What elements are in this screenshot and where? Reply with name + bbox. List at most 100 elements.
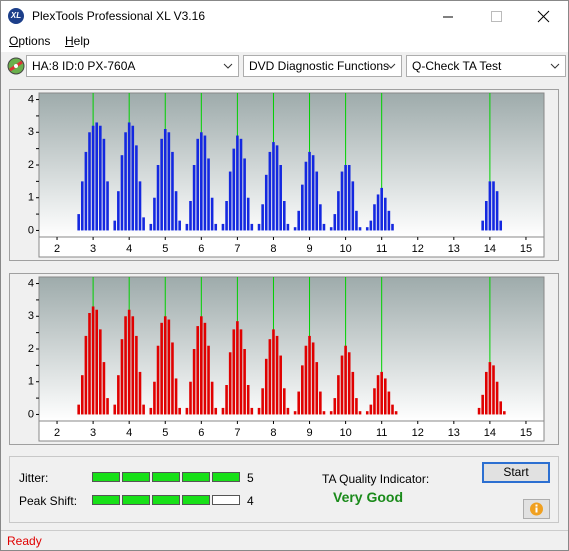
- bar: [210, 381, 214, 415]
- x-tick-label: 12: [412, 427, 424, 439]
- x-axis-strip: [38, 420, 545, 442]
- bar: [200, 132, 203, 231]
- x-tick-label: 2: [54, 243, 60, 255]
- x-tick-label: 3: [90, 427, 96, 439]
- bar: [153, 381, 156, 415]
- bar: [167, 132, 171, 231]
- function-select[interactable]: DVD Diagnostic Functions: [243, 55, 402, 77]
- y-tick-label: 3: [28, 126, 34, 138]
- bar: [365, 411, 369, 415]
- bar: [383, 378, 387, 415]
- bar: [207, 345, 210, 415]
- window-controls[interactable]: [437, 10, 562, 24]
- bar: [492, 181, 495, 231]
- x-tick-label: 15: [520, 243, 532, 255]
- bar: [250, 407, 254, 415]
- bar: [297, 210, 301, 231]
- bar: [236, 135, 239, 231]
- bar: [391, 404, 394, 415]
- bar: [214, 223, 218, 231]
- bar: [347, 165, 351, 231]
- bar: [477, 407, 481, 415]
- gauge-segment: [92, 472, 120, 482]
- menu-help[interactable]: Help: [65, 34, 90, 48]
- bar: [297, 391, 301, 415]
- bar: [275, 145, 279, 231]
- bar: [120, 155, 124, 231]
- bar: [135, 145, 138, 231]
- bar: [185, 223, 189, 231]
- bar: [484, 201, 488, 231]
- x-tick-label: 5: [162, 243, 168, 255]
- bar: [200, 316, 203, 415]
- maximize[interactable]: [491, 11, 502, 22]
- bar: [257, 407, 261, 415]
- bar: [174, 378, 178, 415]
- x-tick-label: 13: [448, 427, 460, 439]
- bar: [293, 227, 297, 231]
- bar: [322, 223, 326, 231]
- bar: [84, 151, 88, 231]
- bar: [239, 329, 243, 415]
- bar: [337, 375, 340, 415]
- bar: [88, 132, 91, 231]
- bar: [369, 220, 373, 231]
- x-tick-label: 10: [339, 427, 351, 439]
- y-tick-label: 4: [28, 277, 34, 289]
- chart-panel: 0 1 2 3 4 2 3 4 5 6 7 8 9 10 11 12 13 14 15: [9, 273, 559, 445]
- bar: [311, 155, 315, 231]
- y-tick-label: 1: [28, 376, 34, 388]
- bar: [225, 201, 228, 231]
- bar: [380, 187, 383, 231]
- bar: [149, 223, 153, 231]
- bar: [156, 345, 160, 415]
- bar: [333, 398, 337, 415]
- bar: [178, 220, 181, 231]
- bar: [203, 322, 207, 415]
- info-button[interactable]: [523, 499, 550, 519]
- x-tick-label: 13: [448, 243, 460, 255]
- chart-panel: 0 1 2 3 4 2 3 4 5 6 7 8 9 10 11 12 13 14 15: [9, 89, 559, 261]
- menu-bar: Options Help: [1, 31, 568, 52]
- drive-select[interactable]: HA:8 ID:0 PX-760A: [26, 55, 239, 77]
- gauge-segment: [152, 495, 180, 505]
- bar: [319, 391, 322, 415]
- test-select[interactable]: Q-Check TA Test: [406, 55, 566, 77]
- start-button[interactable]: Start: [482, 462, 550, 483]
- status-bar: Ready: [1, 530, 568, 550]
- bar: [239, 138, 243, 231]
- test-text: Q-Check TA Test: [412, 59, 502, 73]
- bar: [91, 306, 95, 415]
- bar: [117, 191, 120, 231]
- bar: [102, 138, 106, 231]
- gauge-segment: [182, 495, 210, 505]
- bar: [131, 316, 135, 415]
- menu-options[interactable]: Options: [9, 34, 51, 48]
- bar: [268, 151, 272, 231]
- drive-text: HA:8 ID:0 PX-760A: [32, 59, 136, 73]
- bar: [88, 313, 91, 415]
- bar: [214, 407, 218, 415]
- bar: [503, 411, 506, 415]
- bar: [113, 220, 117, 231]
- status-text: Ready: [7, 534, 42, 548]
- gauge-segment: [182, 472, 210, 482]
- bar: [174, 191, 178, 231]
- bar: [319, 204, 322, 231]
- bar: [250, 223, 254, 231]
- bar: [344, 165, 347, 231]
- close[interactable]: [537, 10, 550, 23]
- bar: [192, 165, 196, 231]
- bar: [138, 181, 142, 231]
- bar: [333, 214, 337, 231]
- bar: [80, 375, 84, 415]
- bar: [160, 322, 163, 415]
- bar: [315, 171, 319, 231]
- bar: [481, 220, 484, 231]
- x-tick-label: 6: [198, 427, 204, 439]
- bar: [488, 181, 492, 231]
- bar: [167, 319, 171, 415]
- bar: [264, 358, 268, 415]
- bar: [293, 411, 297, 415]
- x-tick-label: 7: [234, 427, 240, 439]
